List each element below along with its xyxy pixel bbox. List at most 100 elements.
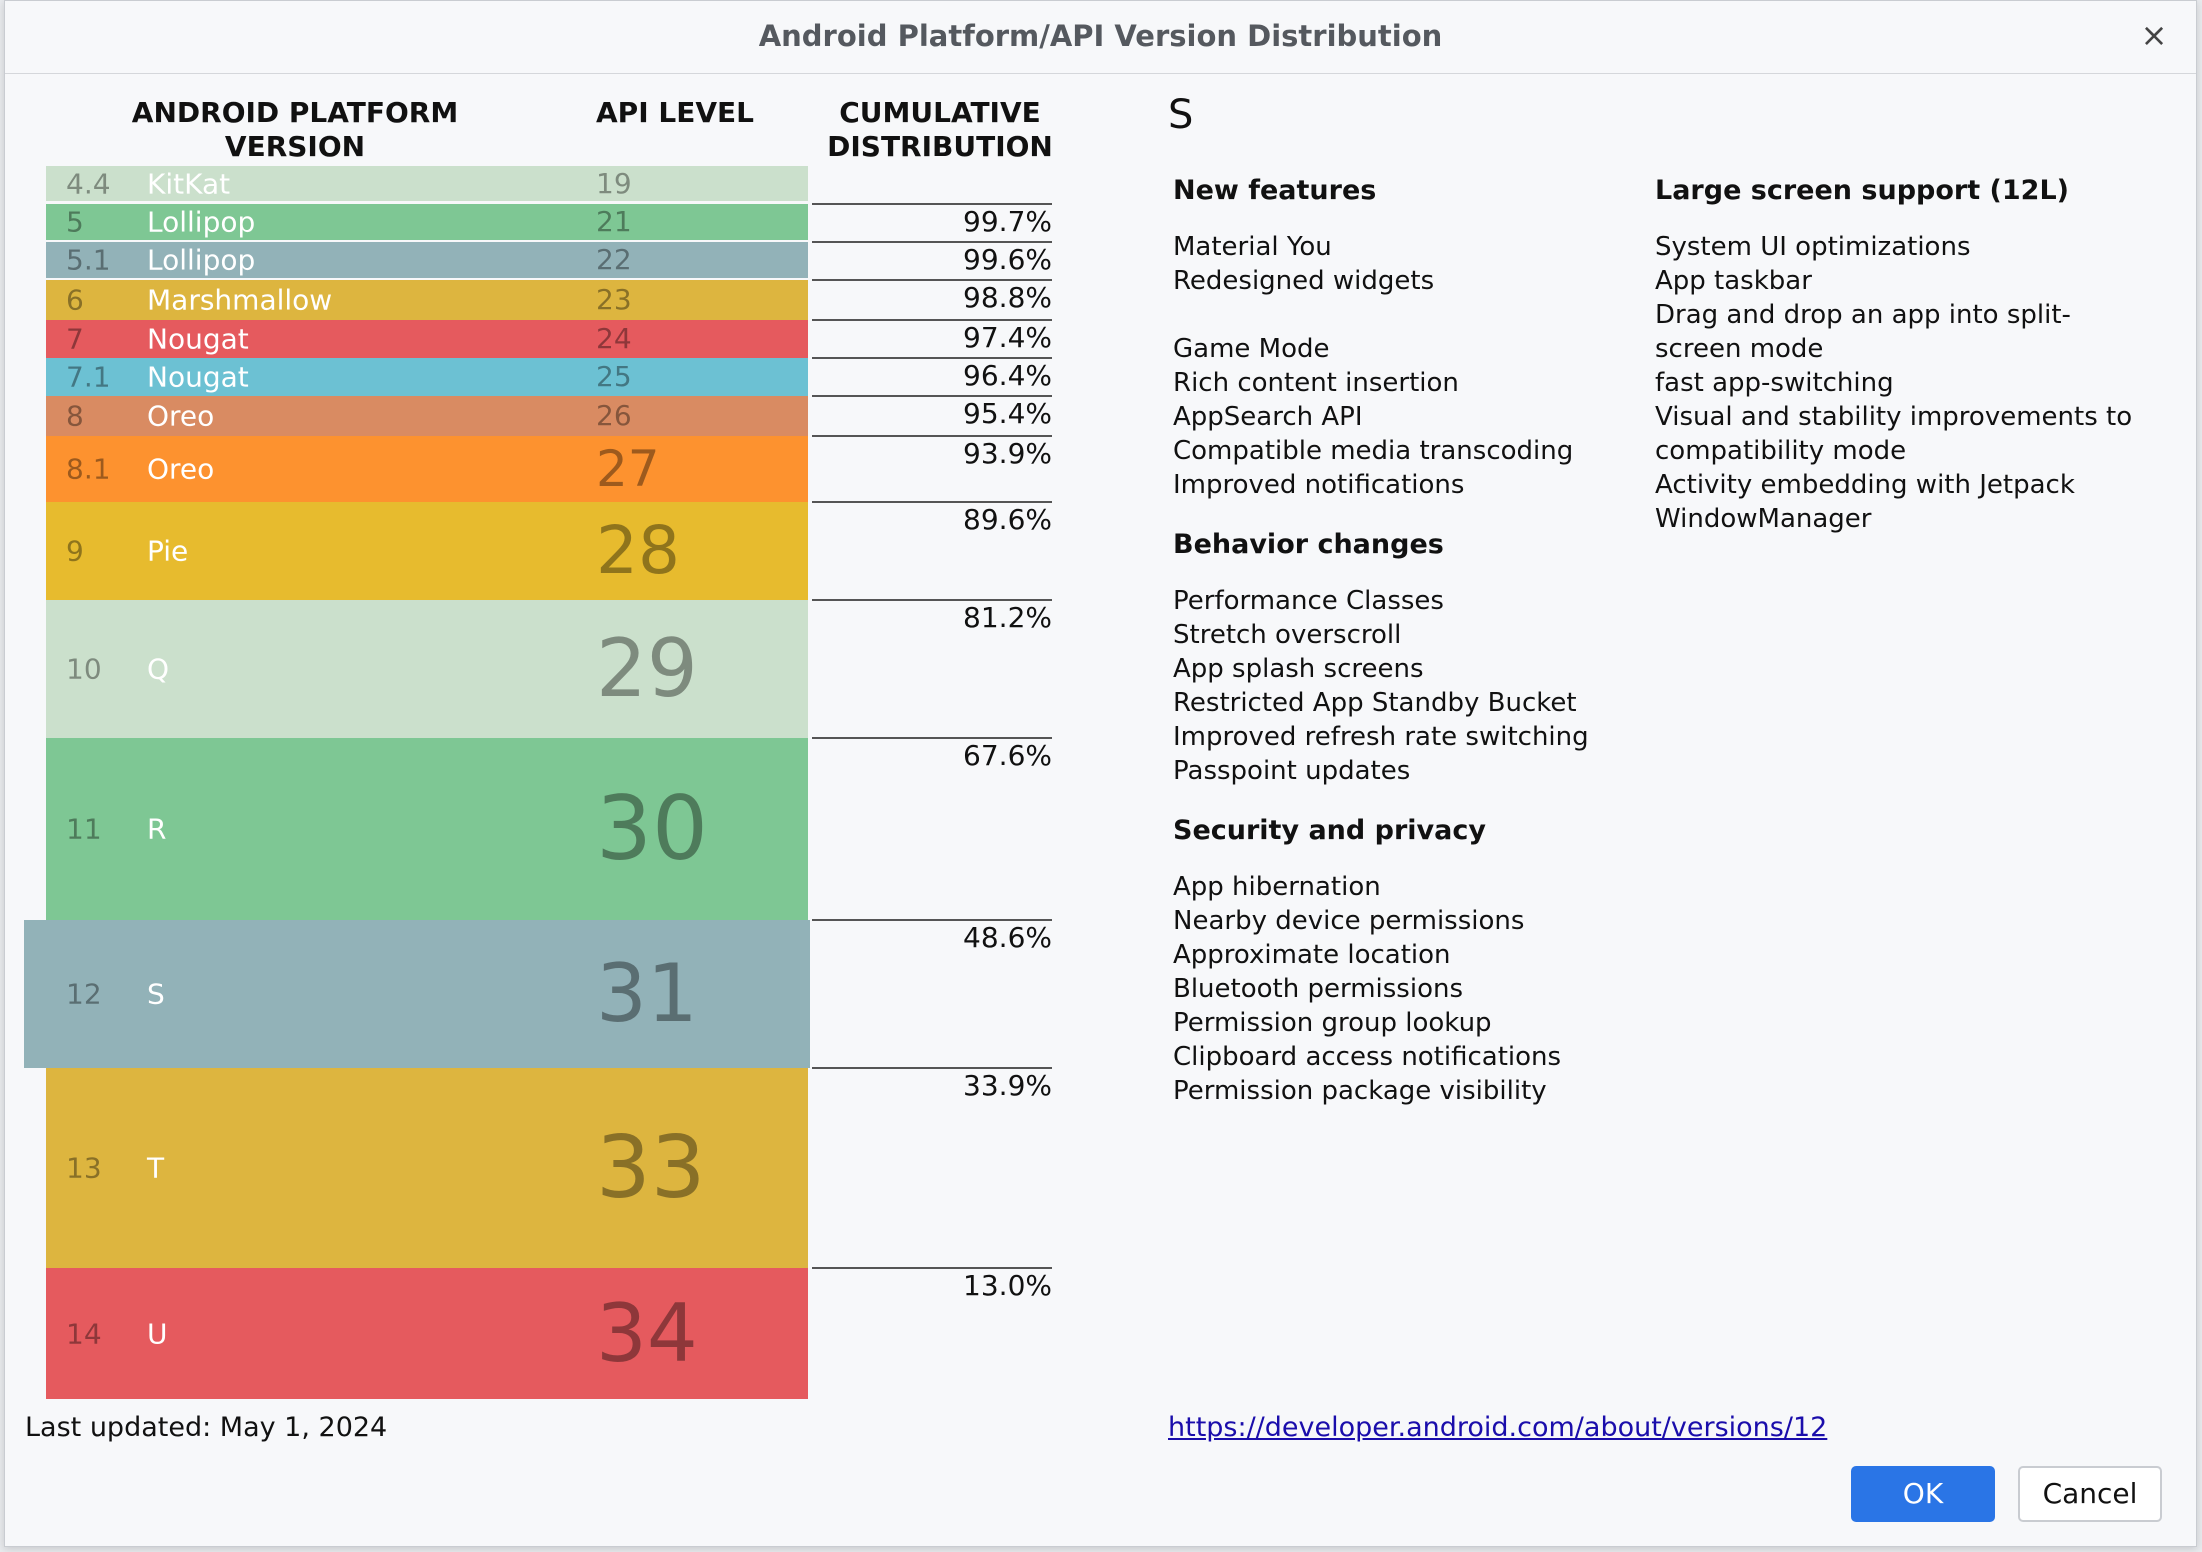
cumulative-value: 93.9% [963, 437, 1052, 470]
version-number: 7.1 [66, 360, 111, 394]
behavior-changes-heading: Behavior changes [1173, 529, 1444, 560]
version-number: 5 [66, 205, 84, 239]
title-bar: Android Platform/API Version Distributio… [5, 1, 2196, 74]
cumulative-divider [812, 319, 1052, 321]
new-features-group2: Game Mode Rich content insertion AppSearch… [1173, 332, 1613, 502]
version-number: 14 [66, 1317, 102, 1350]
version-number: 10 [66, 652, 102, 686]
cumulative-value: 95.4% [963, 397, 1052, 430]
version-name: Lollipop [147, 205, 256, 239]
api-level: 27 [596, 440, 660, 498]
close-icon[interactable]: × [2140, 16, 2168, 54]
behavior-changes-list: Performance Classes Stretch overscroll App… [1173, 584, 1613, 788]
version-row-13[interactable]: 13 T 33 [46, 1068, 808, 1268]
api-level: 33 [596, 1118, 706, 1218]
feature-item: Compatible media transcoding [1173, 436, 1574, 466]
feature-item: Visual and stability improvements to com… [1655, 402, 2133, 466]
feature-item: Drag and drop an app into split-screen m… [1655, 300, 2071, 364]
ok-button[interactable]: OK [1851, 1466, 1995, 1522]
feature-item: Restricted App Standby Bucket [1173, 688, 1577, 718]
version-name: T [147, 1151, 165, 1185]
cumulative-divider [812, 241, 1052, 243]
cumulative-divider [812, 1267, 1052, 1269]
api-level: 31 [596, 947, 698, 1040]
feature-item: Passpoint updates [1173, 756, 1411, 786]
dialog-title: Android Platform/API Version Distributio… [758, 19, 1443, 53]
version-row-4-4[interactable]: 4.4 KitKat 19 [46, 166, 808, 201]
version-row-10[interactable]: 10 Q 29 [46, 600, 808, 738]
version-row-8[interactable]: 8 Oreo 26 [46, 396, 808, 436]
security-privacy-heading: Security and privacy [1173, 815, 1486, 846]
new-features-heading: New features [1173, 175, 1377, 206]
cumulative-divider [812, 737, 1052, 739]
version-row-5[interactable]: 5 Lollipop 21 [46, 204, 808, 240]
cumulative-value: 48.6% [963, 921, 1052, 954]
version-name: Pie [147, 534, 189, 568]
feature-item: Improved refresh rate switching [1173, 722, 1589, 752]
version-row-14[interactable]: 14 U 34 [46, 1268, 808, 1399]
cumulative-divider [812, 1067, 1052, 1069]
version-name: Marshmallow [147, 283, 333, 317]
feature-item: Stretch overscroll [1173, 620, 1402, 650]
version-name: Q [147, 652, 170, 686]
version-row-12[interactable]: 12 S 31 [24, 920, 810, 1068]
feature-item: App hibernation [1173, 872, 1381, 902]
version-row-8-1[interactable]: 8.1 Oreo 27 [46, 436, 808, 502]
version-row-5-1[interactable]: 5.1 Lollipop 22 [46, 242, 808, 278]
cumulative-value: 33.9% [963, 1069, 1052, 1102]
details-right-column: Large screen support (12L) System UI opt… [1655, 174, 2155, 536]
cumulative-divider [812, 501, 1052, 503]
version-row-9[interactable]: 9 Pie 28 [46, 502, 808, 600]
large-screen-list: System UI optimizations App taskbar Drag a… [1655, 230, 2155, 536]
cumulative-value: 67.6% [963, 739, 1052, 772]
selected-version-title: S [1168, 92, 1194, 138]
api-level: 25 [596, 360, 632, 393]
feature-item: Improved notifications [1173, 470, 1465, 500]
version-number: 4.4 [66, 167, 111, 200]
feature-item: Bluetooth permissions [1173, 974, 1464, 1004]
api-level: 29 [596, 622, 698, 715]
feature-item: App taskbar [1655, 266, 1812, 296]
version-number: 9 [66, 534, 84, 568]
details-left-column: New features Material You Redesigned widg… [1173, 174, 1613, 1108]
version-number: 8.1 [66, 452, 111, 486]
feature-item: Game Mode [1173, 334, 1330, 364]
version-name: Nougat [147, 322, 249, 356]
cumulative-value: 99.6% [963, 243, 1052, 276]
version-name: S [147, 977, 165, 1011]
version-number: 5.1 [66, 243, 111, 277]
cumulative-divider [812, 919, 1052, 921]
version-docs-link[interactable]: https://developer.android.com/about/vers… [1168, 1412, 1828, 1443]
api-level: 23 [596, 283, 632, 316]
cumulative-value: 13.0% [963, 1269, 1052, 1302]
cumulative-divider [812, 599, 1052, 601]
cancel-button[interactable]: Cancel [2018, 1466, 2162, 1522]
cumulative-divider [812, 357, 1052, 359]
api-level: 30 [596, 777, 708, 880]
new-features-group1: Material You Redesigned widgets [1173, 230, 1613, 298]
version-number: 13 [66, 1151, 102, 1185]
header-api-level: API LEVEL [596, 96, 754, 129]
cumulative-divider [812, 279, 1052, 281]
header-cumulative-distribution: CUMULATIVE DISTRIBUTION [827, 96, 1053, 163]
feature-item: Activity embedding with Jetpack WindowMa… [1655, 470, 2075, 534]
header-platform-version: ANDROID PLATFORM VERSION [131, 96, 459, 163]
feature-item: Approximate location [1173, 940, 1451, 970]
version-row-11[interactable]: 11 R 30 [46, 738, 808, 920]
feature-item: fast app-switching [1655, 368, 1894, 398]
feature-item: Material You [1173, 232, 1332, 262]
cumulative-value: 97.4% [963, 321, 1052, 354]
cumulative-value: 81.2% [963, 601, 1052, 634]
feature-item: AppSearch API [1173, 402, 1363, 432]
api-level: 19 [596, 166, 632, 200]
version-row-7[interactable]: 7 Nougat 24 [46, 320, 808, 358]
version-name: Oreo [147, 452, 215, 486]
version-number: 12 [66, 977, 102, 1011]
cumulative-divider [812, 203, 1052, 205]
feature-item: Permission package visibility [1173, 1076, 1547, 1106]
api-level: 34 [596, 1286, 698, 1380]
version-row-6[interactable]: 6 Marshmallow 23 [46, 280, 808, 320]
version-row-7-1[interactable]: 7.1 Nougat 25 [46, 358, 808, 396]
version-number: 7 [66, 322, 84, 356]
feature-item: Rich content insertion [1173, 368, 1459, 398]
